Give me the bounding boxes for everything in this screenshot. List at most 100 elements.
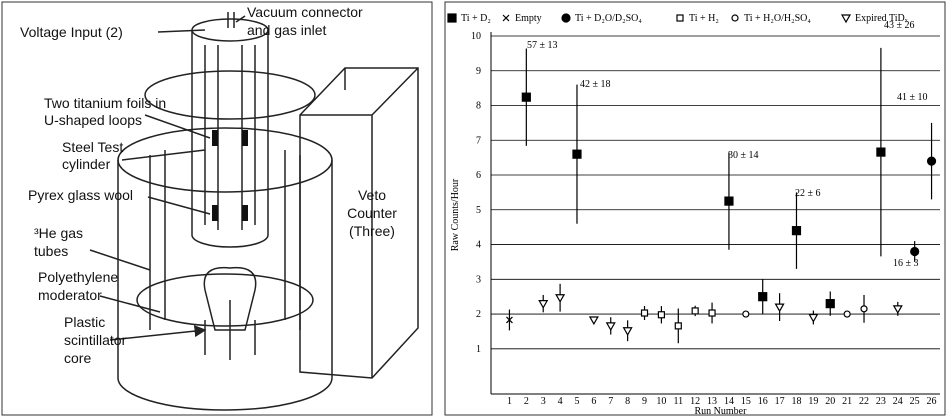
x-tick-label: 3 (541, 396, 546, 407)
diagram-label: Pyrex glass wool (28, 187, 133, 203)
y-tick-label: 3 (476, 274, 481, 285)
x-tick-label: 1 (507, 396, 512, 407)
scintillator (204, 268, 255, 360)
legend-label: Ti + H₂ (689, 13, 719, 24)
legend-marker (677, 15, 683, 21)
legend-label: Empty (515, 13, 542, 24)
data-point (861, 306, 867, 312)
data-point (776, 304, 784, 311)
diagram-label: Counter (347, 205, 397, 221)
data-point (522, 93, 530, 101)
diagram-label: Steel Test (62, 139, 123, 155)
panel-border (445, 2, 945, 415)
data-point (607, 323, 615, 330)
annotation: 42 ± 18 (580, 79, 611, 90)
y-tick-label: 8 (476, 101, 481, 112)
x-tick-label: 6 (591, 396, 596, 407)
data-point (928, 157, 936, 165)
x-tick-label: 11 (673, 396, 683, 407)
data-point (826, 300, 834, 308)
leader-arrows (90, 16, 245, 340)
data-point (624, 328, 632, 335)
diagram-label: cylinder (62, 156, 111, 172)
diagram-label: U-shaped loops (44, 112, 142, 128)
data-point (792, 227, 800, 235)
data-point (692, 308, 698, 314)
x-tick-label: 9 (642, 396, 647, 407)
x-tick-label: 21 (842, 396, 852, 407)
x-tick-label: 25 (910, 396, 920, 407)
foil (242, 130, 248, 146)
moderator-ring (137, 274, 313, 326)
diagram-label: ³He gas (34, 225, 83, 241)
data-point (556, 295, 564, 302)
diagram-label: moderator (38, 287, 102, 303)
y-tick-label: 7 (476, 135, 481, 146)
x-tick-label: 24 (893, 396, 903, 407)
data-point (844, 311, 850, 317)
foil (242, 205, 248, 221)
data-point (743, 311, 749, 317)
foil (212, 130, 218, 146)
x-tick-label: 17 (775, 396, 785, 407)
data-point (759, 293, 767, 301)
annotation: 57 ± 13 (527, 40, 558, 51)
x-tick-label: 2 (524, 396, 529, 407)
legend-label: Ti + D₂O/D₂SO₄ (575, 13, 642, 24)
diagram-label: (Three) (349, 223, 395, 239)
chart: 1234567891012345678910111213141516171819… (448, 13, 940, 417)
x-tick-label: 4 (558, 396, 563, 407)
x-tick-label: 10 (656, 396, 666, 407)
data-point (642, 310, 648, 316)
diagram-label: Plastic (64, 314, 105, 330)
diagram-label: scintillator (64, 332, 127, 348)
data-point (539, 301, 547, 308)
x-tick-label: 22 (859, 396, 869, 407)
x-tick-label: 7 (608, 396, 613, 407)
flange (145, 71, 315, 119)
x-axis-label: Run Number (695, 406, 748, 417)
y-tick-label: 9 (476, 66, 481, 77)
test-cylinder (192, 30, 268, 247)
diagram-label: and gas inlet (247, 22, 327, 38)
y-axis-label: Raw Counts/Hour (450, 178, 461, 251)
y-tick-label: 10 (471, 31, 481, 42)
x-tick-label: 20 (825, 396, 835, 407)
data-point (573, 150, 581, 158)
data-point (725, 197, 733, 205)
legend-marker (732, 15, 738, 21)
x-tick-label: 16 (758, 396, 768, 407)
data-point (809, 315, 817, 322)
x-tick-label: 19 (808, 396, 818, 407)
apparatus-diagram: Voltage Input (2) Vacuum connector and g… (2, 2, 432, 415)
foil (212, 205, 218, 221)
diagram-label: Voltage Input (2) (20, 24, 123, 40)
data-point (658, 312, 664, 318)
data-point (709, 310, 715, 316)
x-tick-label: 8 (625, 396, 630, 407)
annotation: 43 ± 26 (884, 20, 915, 31)
legend-marker (562, 14, 570, 22)
y-tick-label: 1 (476, 344, 481, 355)
diagram-label: Polyethylene (38, 269, 118, 285)
data-point (877, 148, 885, 156)
annotation: 16 ± 3 (893, 258, 919, 269)
legend-label: Ti + H₂O/H₂SO₄ (744, 13, 811, 24)
legend-label: Ti + D₂ (461, 13, 491, 24)
data-point (911, 247, 919, 255)
diagram-label: tubes (34, 243, 68, 259)
annotation: 22 ± 6 (795, 188, 821, 199)
diagram-label: Two titanium foils in (44, 95, 166, 111)
data-point (675, 323, 681, 329)
y-tick-label: 5 (476, 205, 481, 216)
y-tick-label: 6 (476, 170, 481, 181)
he-tubes (150, 150, 300, 330)
diagram-label: core (64, 350, 91, 366)
diagram-label: Veto (358, 187, 386, 203)
y-tick-label: 2 (476, 309, 481, 320)
tube-lines (205, 12, 255, 230)
diagram-label: Vacuum connector (247, 4, 363, 20)
data-point (894, 306, 902, 313)
legend-marker (503, 15, 509, 21)
data-point (590, 317, 598, 324)
